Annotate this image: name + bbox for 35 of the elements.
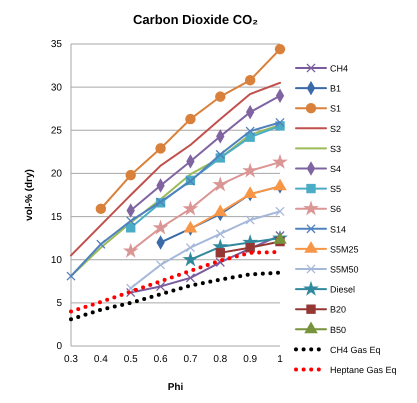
y-tick-label: 15 (50, 212, 62, 223)
legend-label: CH4 (330, 64, 348, 74)
legend-label: S1 (330, 104, 342, 114)
x-tick-label: 0.5 (124, 354, 138, 365)
legend-label: S5 (330, 184, 342, 194)
legend-label: B50 (330, 324, 346, 335)
y-tick-label: 30 (50, 82, 62, 94)
y-tick-label: 10 (50, 254, 62, 266)
y-axis-title: vol-% (dry) (24, 169, 35, 221)
x-axis-title: Phi (168, 382, 184, 393)
legend-label: Heptane Gas Eq (330, 365, 397, 375)
y-tick-label: 20 (50, 168, 62, 180)
x-tick-label: 0.3 (64, 354, 78, 365)
legend-label: S2 (330, 124, 342, 134)
chart-title: Carbon Dioxide CO₂ (133, 12, 258, 27)
y-tick-label: 0 (56, 341, 62, 352)
legend-label: B20 (330, 304, 346, 315)
x-tick-label: 0.4 (94, 354, 108, 365)
legend-label: S14 (330, 224, 346, 234)
legend-label: S5M50 (330, 264, 359, 274)
y-tick-label: 25 (50, 125, 62, 136)
legend-label: Diesel (330, 284, 356, 295)
x-tick-label: 0.7 (183, 354, 198, 365)
legend-label: CH4 Gas Eq (330, 344, 381, 355)
legend-label: B1 (330, 84, 342, 94)
legend-label: S5M25 (330, 244, 359, 254)
y-tick-label: 35 (50, 39, 62, 50)
x-tick-label: 1 (277, 354, 284, 365)
y-tick-label: 5 (56, 298, 62, 310)
legend-label: S3 (330, 144, 342, 154)
x-tick-label: 0.9 (243, 354, 258, 365)
x-tick-label: 0.6 (154, 354, 168, 365)
legend-label: S4 (330, 164, 342, 174)
legend-label: S6 (330, 204, 342, 214)
x-tick-label: 0.8 (213, 354, 228, 365)
